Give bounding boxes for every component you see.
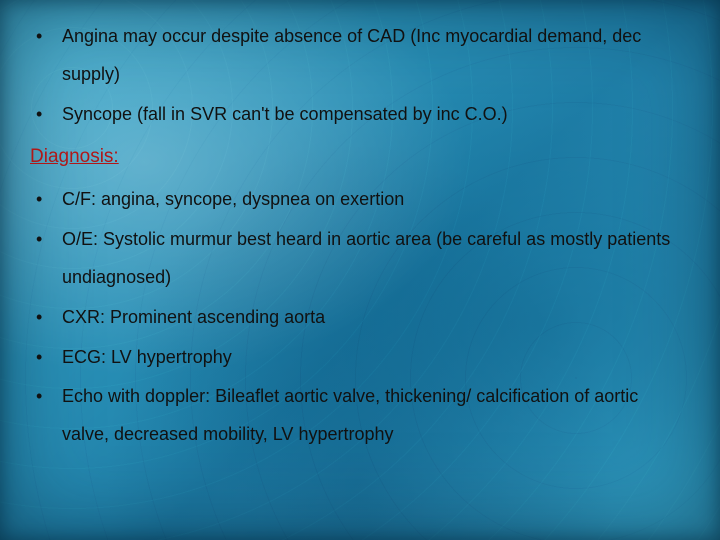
list-item: CXR: Prominent ascending aorta — [30, 299, 690, 337]
slide: Angina may occur despite absence of CAD … — [0, 0, 720, 540]
list-item: Angina may occur despite absence of CAD … — [30, 18, 690, 94]
slide-content: Angina may occur despite absence of CAD … — [30, 18, 690, 454]
list-item: C/F: angina, syncope, dyspnea on exertio… — [30, 181, 690, 219]
list-item: Echo with doppler: Bileaflet aortic valv… — [30, 378, 690, 454]
list-item: O/E: Systolic murmur best heard in aorti… — [30, 221, 690, 297]
list-item: ECG: LV hypertrophy — [30, 339, 690, 377]
diagnosis-bullet-list: C/F: angina, syncope, dyspnea on exertio… — [30, 181, 690, 454]
section-heading-diagnosis: Diagnosis: — [30, 139, 690, 175]
intro-bullet-list: Angina may occur despite absence of CAD … — [30, 18, 690, 133]
list-item: Syncope (fall in SVR can't be compensate… — [30, 96, 690, 134]
